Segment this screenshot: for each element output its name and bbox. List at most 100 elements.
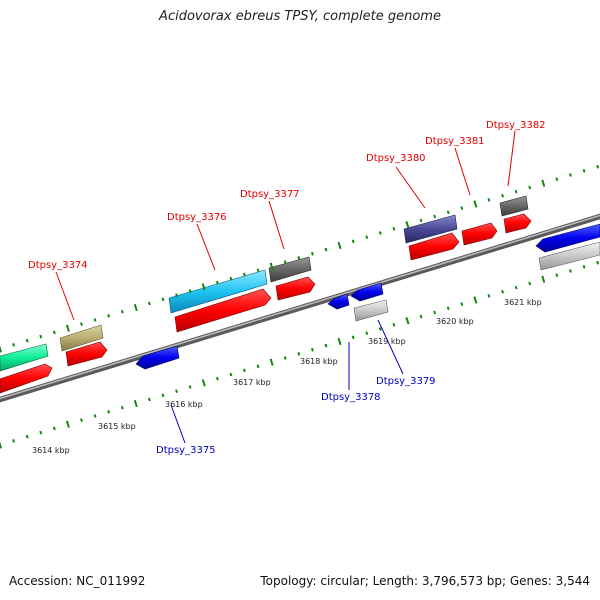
label-dtpsy-3377[interactable]: Dtpsy_3377 — [240, 189, 300, 200]
reverse-scale-minor-tick — [378, 327, 382, 331]
reverse-scale-major-tick — [405, 317, 410, 325]
forward-scale-minor-tick — [501, 193, 504, 198]
scale-label-3616: 3616 kbp — [165, 400, 203, 409]
reverse-scale-minor-tick — [569, 269, 572, 273]
forward-scale-minor-tick — [528, 185, 532, 190]
forward-scale-major-tick — [133, 303, 138, 312]
gene-dtpsy-3374 — [59, 324, 104, 352]
gene-dtpsy-3382 — [499, 195, 529, 217]
reverse-scale-minor-tick — [188, 385, 192, 389]
cds-left-edge — [0, 363, 53, 394]
reverse-scale-minor-tick — [25, 434, 29, 439]
forward-scale-minor-tick — [324, 247, 328, 252]
gene-reverse-right-edge — [538, 241, 600, 271]
reverse-scale-minor-tick — [596, 260, 600, 265]
cds-dtpsy-3382 — [503, 213, 532, 234]
leader-dtpsy-3377 — [268, 200, 285, 250]
forward-scale-minor-tick — [147, 301, 151, 306]
reverse-scale-minor-tick — [243, 368, 246, 373]
forward-scale-minor-tick — [514, 189, 518, 194]
reverse-scale-minor-tick — [460, 302, 464, 307]
scale-label-3614: 3614 kbp — [32, 446, 70, 455]
reverse-scale-minor-tick — [310, 347, 314, 352]
forward-scale-minor-tick — [93, 318, 97, 322]
label-dtpsy-3378[interactable]: Dtpsy_3378 — [321, 392, 381, 403]
reverse-scale-minor-tick — [256, 364, 260, 369]
forward-scale-minor-tick — [256, 268, 260, 273]
reverse-features — [135, 223, 600, 370]
reverse-scale-minor-tick — [93, 414, 97, 418]
cds-dtpsy-3374 — [65, 341, 108, 367]
leader-dtpsy-3376 — [196, 223, 216, 271]
label-dtpsy-3379[interactable]: Dtpsy_3379 — [376, 376, 436, 387]
reverse-scale-minor-tick — [365, 331, 369, 335]
gene-dtpsy-3379 — [353, 299, 389, 322]
forward-scale-minor-tick — [297, 255, 301, 260]
genome-backbone-highlight — [0, 214, 600, 400]
forward-scale-major-tick — [0, 345, 2, 353]
forward-scale-track — [0, 164, 600, 353]
reverse-scale-minor-tick — [297, 351, 301, 356]
reverse-scale-major-tick — [473, 296, 478, 304]
forward-scale-minor-tick — [446, 210, 450, 215]
forward-scale-minor-tick — [25, 338, 29, 343]
gene-labels: Dtpsy_3374 Dtpsy_3376 Dtpsy_3377 Dtpsy_3… — [28, 120, 546, 456]
cds-dtpsy-3376 — [174, 288, 272, 333]
cds-dtpsy-3375 — [135, 345, 180, 370]
label-dtpsy-3382[interactable]: Dtpsy_3382 — [486, 120, 546, 131]
scale-label-3619: 3619 kbp — [368, 337, 406, 346]
forward-scale-minor-tick — [596, 164, 600, 169]
forward-scale-minor-tick — [161, 297, 165, 302]
reverse-scale-minor-tick — [324, 343, 328, 348]
genome-backbone — [0, 213, 600, 403]
reverse-scale-major-tick — [201, 379, 206, 387]
label-dtpsy-3374[interactable]: Dtpsy_3374 — [28, 260, 88, 271]
reverse-scale-minor-tick — [283, 356, 287, 360]
reverse-scale-major-tick — [133, 399, 138, 408]
scale-label-3618: 3618 kbp — [300, 357, 338, 366]
forward-scale-minor-tick — [39, 334, 43, 339]
reverse-scale-minor-tick — [528, 281, 532, 286]
reverse-scale-major-tick — [65, 420, 70, 428]
label-dtpsy-3375[interactable]: Dtpsy_3375 — [156, 445, 216, 456]
gene-dtpsy-3376 — [168, 269, 268, 314]
reverse-scale-minor-tick — [80, 418, 83, 423]
reverse-scale-minor-tick — [501, 289, 504, 294]
forward-scale-minor-tick — [12, 343, 15, 347]
leader-dtpsy-3379 — [377, 319, 404, 375]
label-dtpsy-3381[interactable]: Dtpsy_3381 — [425, 136, 485, 147]
forward-scale-minor-tick — [107, 314, 111, 318]
leader-dtpsy-3375 — [170, 404, 186, 444]
forward-scale-minor-tick — [378, 231, 382, 235]
forward-scale-minor-tick — [215, 280, 219, 285]
reverse-scale-minor-tick — [419, 314, 423, 319]
scale-label-3615: 3615 kbp — [98, 422, 136, 431]
label-dtpsy-3380[interactable]: Dtpsy_3380 — [366, 153, 426, 164]
forward-scale-minor-tick — [433, 214, 437, 219]
cds-dtpsy-3380 — [408, 232, 460, 261]
label-dtpsy-3376[interactable]: Dtpsy_3376 — [167, 212, 227, 223]
forward-scale-major-tick — [405, 221, 410, 229]
forward-scale-major-tick — [201, 283, 206, 291]
reverse-scale-minor-tick — [229, 372, 233, 377]
forward-scale-minor-tick — [487, 198, 491, 202]
forward-scale-minor-tick — [555, 177, 559, 181]
gene-dtpsy-3377 — [268, 256, 312, 283]
forward-scale-minor-tick — [52, 330, 56, 335]
leader-dtpsy-3382 — [507, 130, 516, 187]
scale-label-3620: 3620 kbp — [436, 317, 474, 326]
forward-scale-minor-tick — [460, 206, 464, 211]
forward-scale-minor-tick — [392, 226, 396, 231]
reverse-scale-major-tick — [541, 275, 546, 283]
reverse-scale-minor-tick — [120, 405, 124, 410]
reverse-scale-minor-tick — [161, 393, 165, 398]
forward-features — [0, 195, 532, 394]
reverse-scale-minor-tick — [107, 410, 111, 414]
reverse-scale-minor-tick — [52, 426, 56, 431]
cds-dtpsy-3378 — [327, 293, 350, 310]
gene-dtpsy-3380 — [403, 214, 458, 244]
leader-dtpsy-3374 — [55, 271, 75, 321]
forward-scale-minor-tick — [243, 272, 246, 277]
